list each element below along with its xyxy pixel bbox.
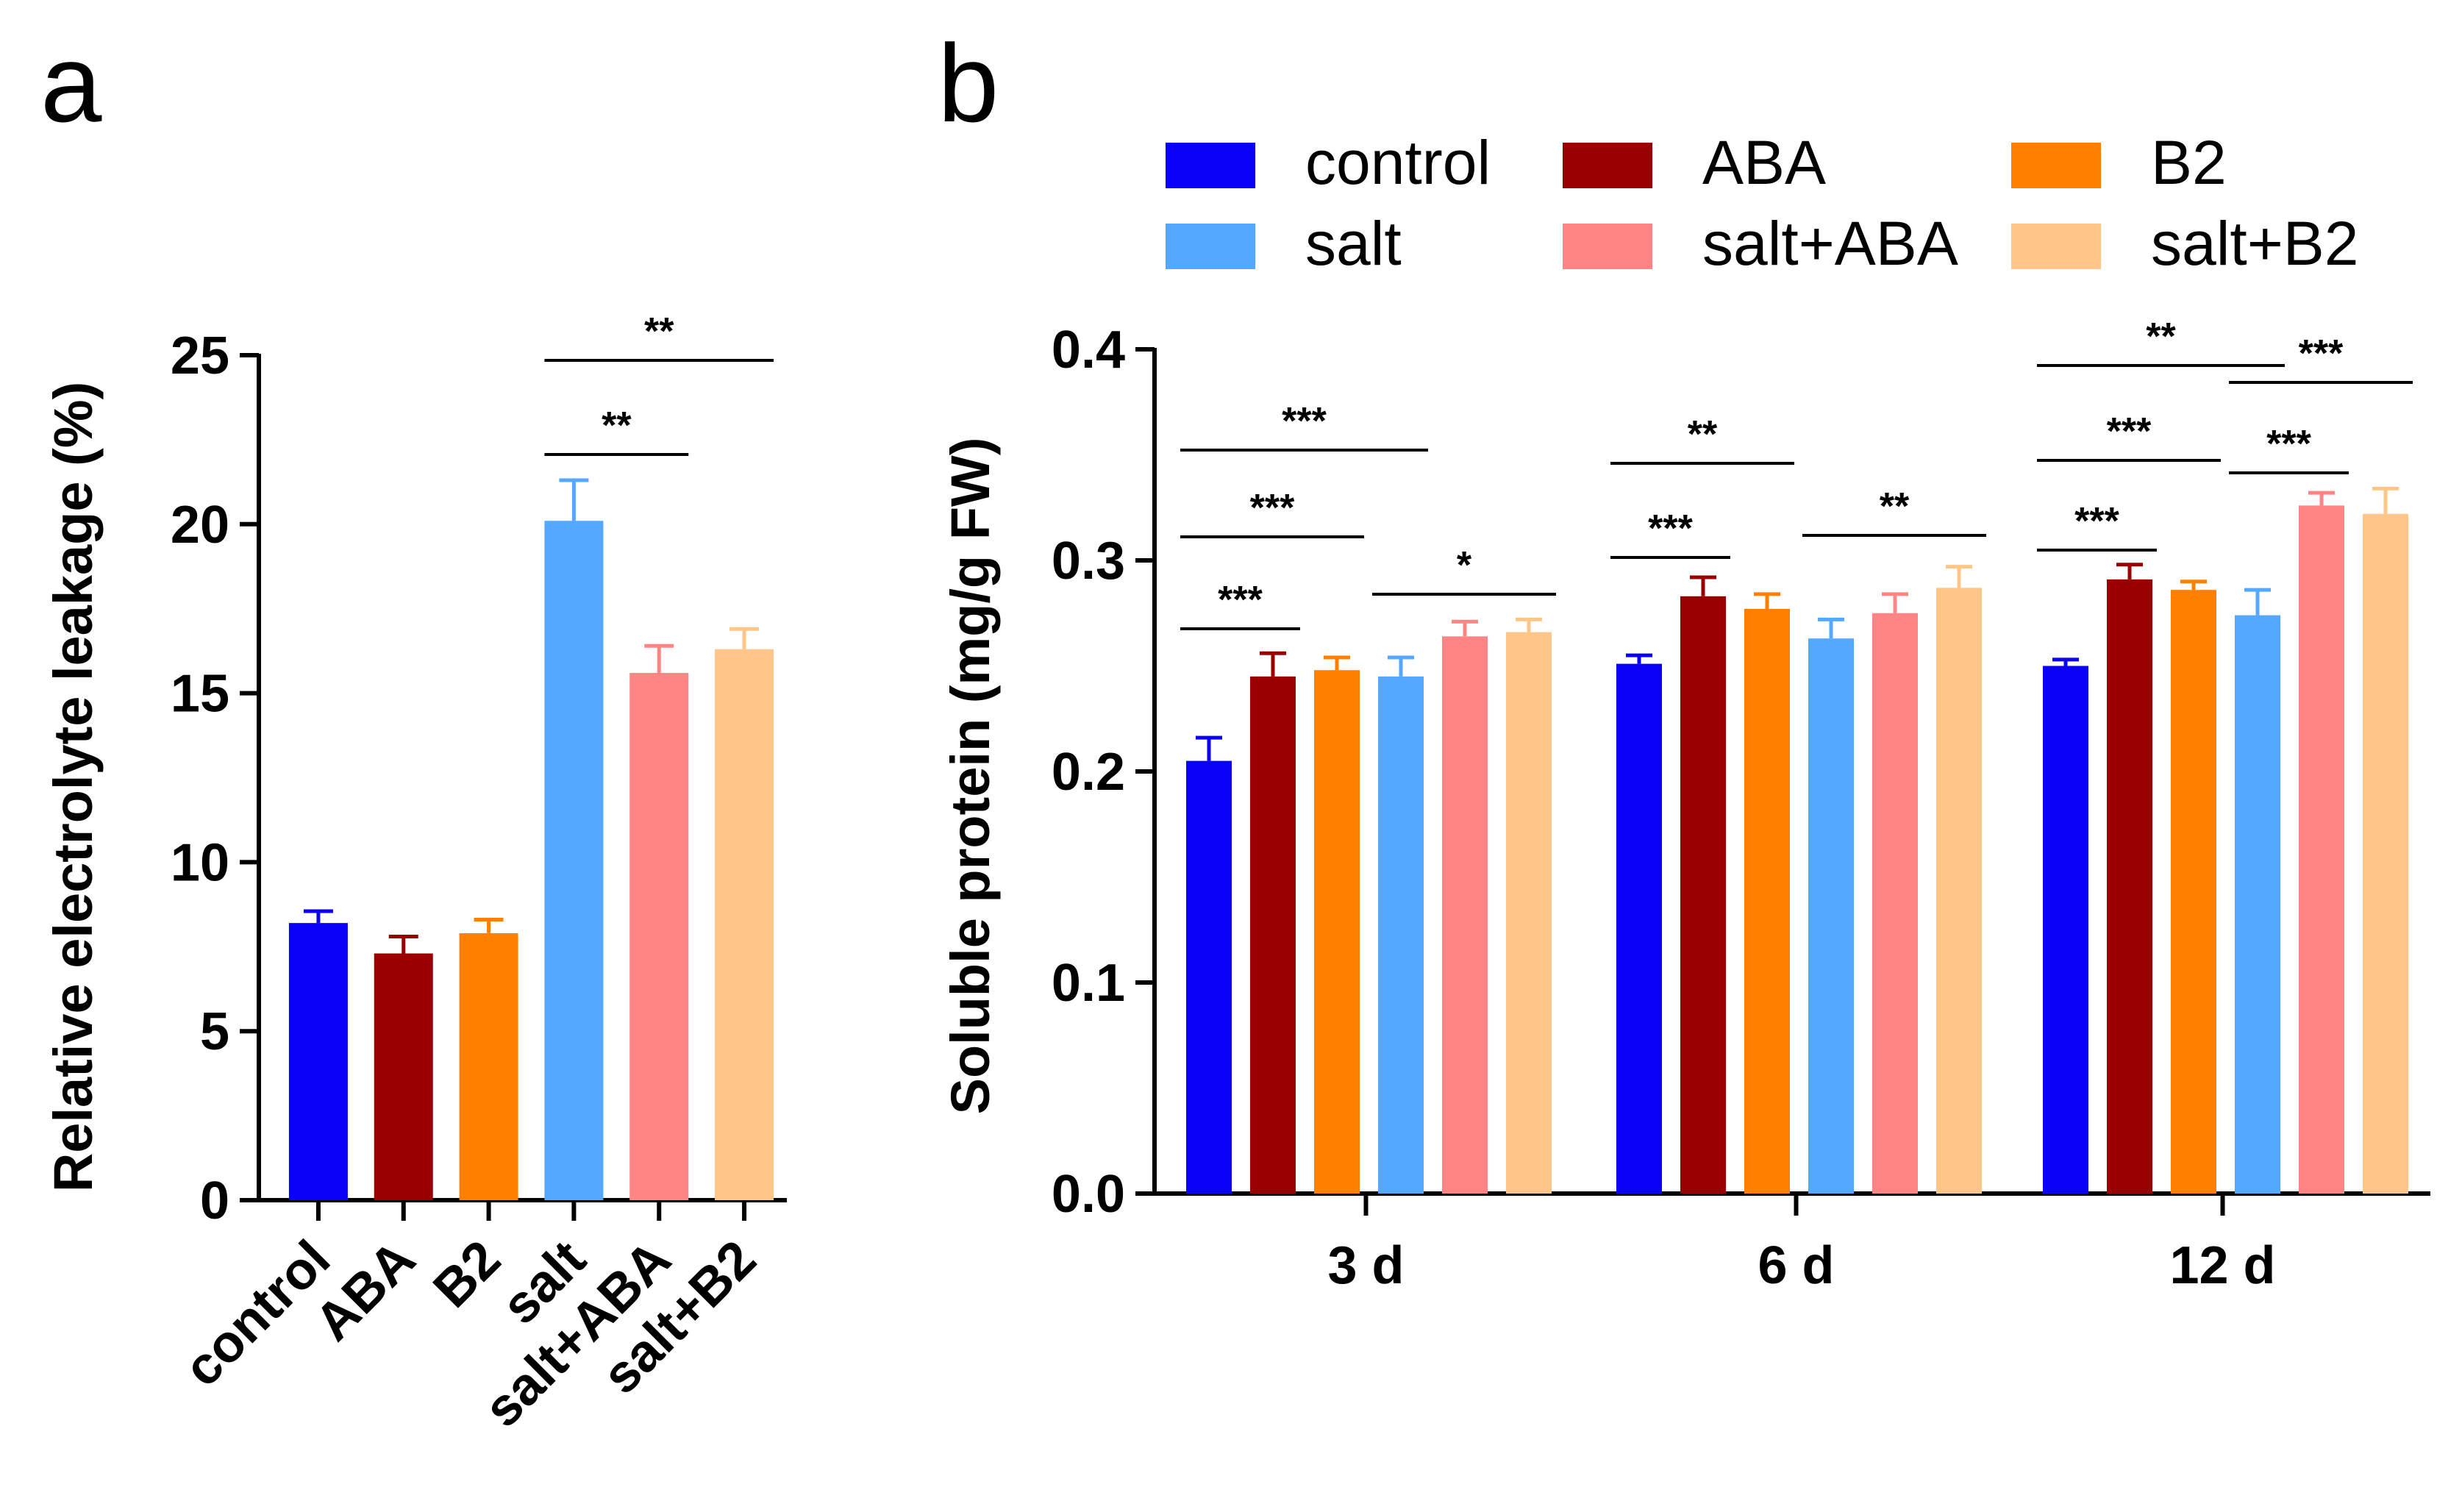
panel-b-chart: Soluble protein (mg/g FW) control ABA B2 sa… [940, 128, 2430, 1295]
panel-a-x-tick-label: B2 [422, 1230, 512, 1319]
legend-label-salt-plus-aba: salt+ABA [1702, 209, 1958, 278]
legend-swatch-control [1166, 143, 1255, 188]
panel-a-significance-label: ** [602, 404, 632, 447]
panel-b-bar-salt-plus-aba-3-d [1442, 636, 1488, 1194]
panel-a-y-tick-label: 5 [200, 1002, 229, 1061]
panel-b-y-tick-label: 0.1 [1052, 954, 1125, 1013]
panel-b-x-tick-label: 3 d [1327, 1236, 1404, 1295]
panel-b-bar-b2-6-d [1744, 609, 1790, 1194]
panel-a-bar-salt-plus-b2 [715, 649, 774, 1200]
panel-b-bar-salt-12-d [2235, 615, 2280, 1194]
panel-b-bar-salt-plus-b2-3-d [1506, 632, 1552, 1194]
panel-a-bar-salt [544, 521, 604, 1200]
panel-b-significance-label: *** [1648, 507, 1693, 550]
panel-b-bar-control-3-d [1186, 760, 1232, 1194]
panel-b-significance-label: *** [1218, 579, 1263, 621]
panel-b-legend: control ABA B2 salt salt+ABA salt+B2 [1166, 128, 2359, 278]
panel-b-significance-label: ** [2146, 315, 2176, 358]
legend-label-aba: ABA [1702, 128, 1826, 197]
panel-a-x-tick-label: ABA [304, 1230, 427, 1352]
legend-label-b2: B2 [2151, 128, 2227, 197]
panel-a-y-tick-label: 0 [200, 1172, 229, 1230]
legend-swatch-aba [1563, 143, 1652, 188]
panel-b-bar-control-6-d [1616, 663, 1662, 1194]
legend-swatch-salt-plus-b2 [2011, 224, 2101, 269]
panel-b-bar-control-12-d [2043, 666, 2088, 1194]
panel-b-bar-salt-3-d [1378, 676, 1424, 1194]
panel-b-x-tick-label: 6 d [1758, 1236, 1834, 1295]
panel-a-y-tick-label: 20 [171, 496, 229, 554]
panel-b-y-tick-label: 0.4 [1052, 321, 1125, 379]
panel-a-significance-label: ** [644, 310, 674, 353]
panel-b-bar-salt-plus-aba-6-d [1872, 613, 1918, 1194]
panel-b-significance-label: *** [1282, 400, 1327, 443]
panel-a-y-axis-title: Relative electrolyte leakage (%) [43, 382, 104, 1192]
panel-b-bar-salt-plus-b2-6-d [1936, 588, 1982, 1194]
panel-a-bar-aba [374, 953, 433, 1200]
panel-a-bars [288, 478, 774, 1200]
panel-b-significance-label: ** [1880, 485, 1910, 528]
panel-b-bar-b2-12-d [2171, 590, 2216, 1194]
panel-b-y-tick-label: 0.0 [1052, 1165, 1125, 1224]
panel-b-bar-b2-3-d [1314, 670, 1360, 1194]
panel-b-significance: ***************** ************** [1180, 315, 2413, 630]
panel-b-bar-salt-6-d [1808, 638, 1854, 1194]
panel-b-bar-salt-plus-aba-12-d [2299, 505, 2344, 1194]
panel-b-y-axis-title: Soluble protein (mg/g FW) [940, 438, 1001, 1115]
panel-b-bar-aba-6-d [1680, 596, 1726, 1194]
panel-b-significance-label: *** [2299, 332, 2344, 375]
panel-a-y-tick-label: 25 [171, 327, 229, 385]
panel-letter-a: a [40, 21, 102, 145]
panel-a-y-tick-label: 10 [171, 833, 229, 892]
panel-b-bar-salt-plus-b2-12-d [2363, 513, 2408, 1194]
legend-label-control: control [1305, 128, 1491, 197]
legend-label-salt: salt [1305, 209, 1402, 278]
panel-b-significance-label: * [1457, 544, 1472, 587]
panel-b-significance-label: ** [1688, 413, 1718, 456]
legend-swatch-salt-plus-aba [1563, 224, 1652, 269]
panel-a-y-tick-label: 15 [171, 665, 229, 724]
panel-b-significance-label: *** [2266, 423, 2311, 466]
panel-b-x-tick-label: 12 d [2169, 1236, 2275, 1295]
panel-b-significance-label: *** [2074, 500, 2119, 543]
panel-a-bar-salt-plus-aba [629, 673, 689, 1200]
panel-b-y-tick-label: 0.3 [1052, 532, 1125, 591]
legend-label-salt-plus-b2: salt+B2 [2151, 209, 2359, 278]
panel-a-bar-control [288, 923, 348, 1200]
panel-a-chart: Relative electrolyte leakage (%) 0 5 10 15 2… [43, 310, 787, 1438]
legend-swatch-b2 [2011, 143, 2101, 188]
panel-b-axes: 0.0 0.1 0.2 0.3 0.4 3 d 6 d 12 d [1052, 321, 2430, 1295]
panel-a-significance: ** ** [544, 310, 774, 456]
panel-a-bar-b2 [459, 932, 518, 1200]
panel-a-axes: 0510152025controlABAB2saltsalt+ABAsalt+B… [171, 327, 787, 1438]
panel-b-bars [1186, 486, 2408, 1194]
panel-b-significance-label: *** [2107, 410, 2152, 453]
panel-b-bar-aba-3-d [1250, 676, 1296, 1194]
panel-b-significance-label: *** [1250, 487, 1295, 529]
panel-b-y-tick-label: 0.2 [1052, 743, 1125, 802]
panel-b-bar-aba-12-d [2107, 579, 2152, 1194]
panel-letter-b: b [938, 21, 999, 145]
legend-swatch-salt [1166, 224, 1255, 269]
